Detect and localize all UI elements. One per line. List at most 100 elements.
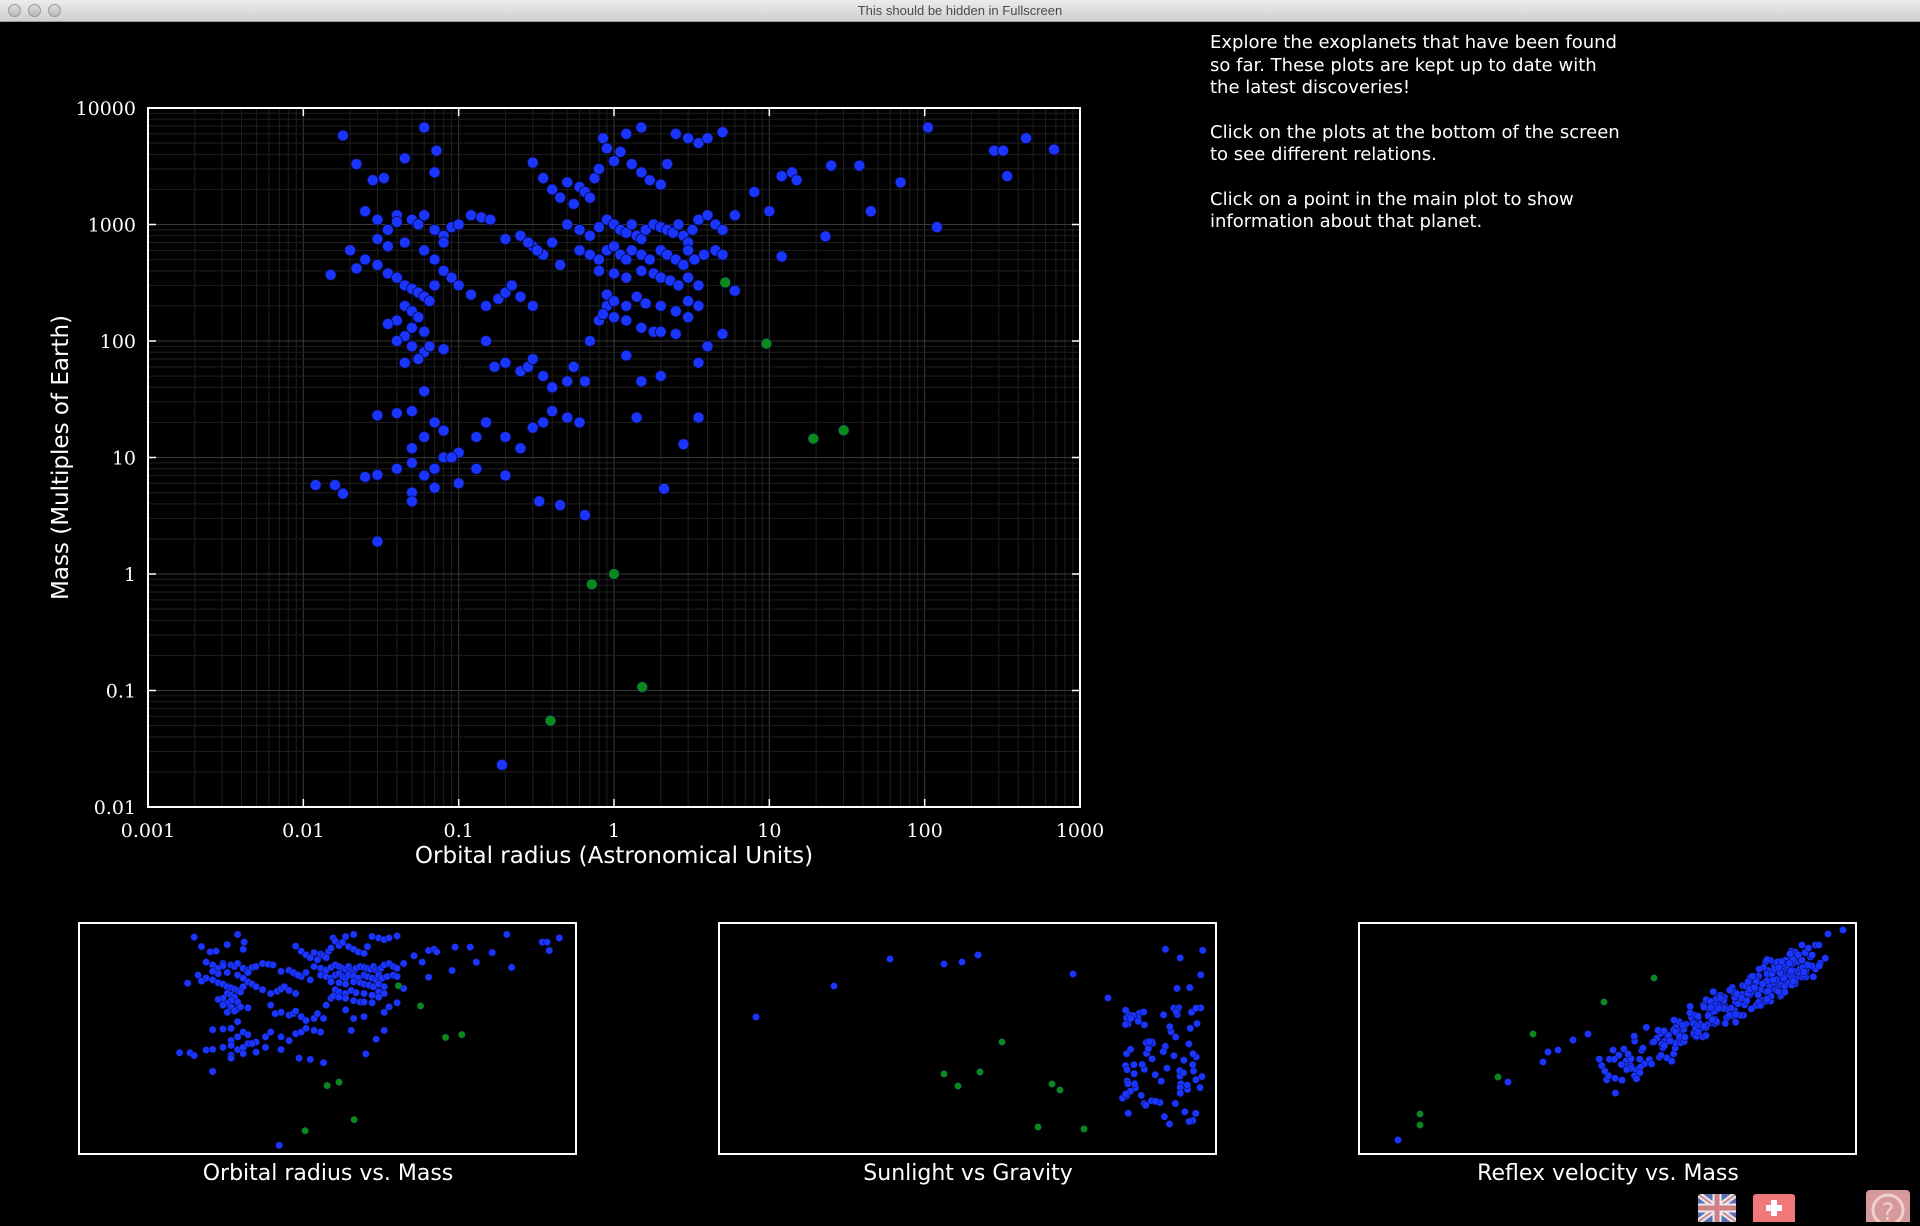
exoplanet-point[interactable]: [692, 300, 705, 312]
zoom-window-button[interactable]: [48, 4, 61, 17]
exoplanet-point[interactable]: [698, 248, 710, 261]
exoplanet-point[interactable]: [625, 218, 638, 231]
exoplanet-point[interactable]: [672, 279, 685, 292]
exoplanet-point[interactable]: [635, 264, 648, 277]
exoplanet-point[interactable]: [430, 144, 443, 157]
exoplanet-point[interactable]: [371, 233, 384, 245]
exoplanet-point[interactable]: [1020, 132, 1033, 145]
exoplanet-point[interactable]: [608, 295, 620, 308]
exoplanet-point[interactable]: [614, 145, 627, 158]
thumbnail-orbital-radius-vs-mass[interactable]: [78, 922, 577, 1155]
exoplanet-point[interactable]: [579, 375, 591, 388]
exoplanet-point[interactable]: [533, 495, 546, 508]
help-icon[interactable]: ?: [1866, 1190, 1910, 1226]
exoplanet-point[interactable]: [600, 142, 613, 155]
exoplanet-point[interactable]: [635, 121, 648, 134]
solar-system-point[interactable]: [608, 568, 620, 580]
exoplanet-point[interactable]: [526, 353, 539, 365]
exoplanet-point[interactable]: [692, 356, 705, 369]
exoplanet-point[interactable]: [514, 442, 527, 455]
exoplanet-point[interactable]: [620, 349, 633, 362]
exoplanet-point[interactable]: [669, 127, 682, 140]
exoplanet-point[interactable]: [608, 267, 620, 280]
exoplanet-point[interactable]: [390, 462, 403, 475]
exoplanet-point[interactable]: [853, 159, 866, 172]
exoplanet-point[interactable]: [437, 264, 450, 277]
exoplanet-point[interactable]: [672, 218, 685, 231]
exoplanet-point[interactable]: [496, 758, 508, 771]
exoplanet-point[interactable]: [864, 205, 877, 218]
solar-system-point[interactable]: [585, 578, 598, 591]
exoplanet-point[interactable]: [931, 221, 943, 233]
exoplanet-point[interactable]: [620, 271, 633, 284]
exoplanet-point[interactable]: [608, 155, 620, 168]
exoplanet-point[interactable]: [359, 471, 372, 483]
exoplanet-point[interactable]: [825, 159, 838, 172]
exoplanet-point[interactable]: [620, 314, 633, 327]
exoplanet-point[interactable]: [418, 431, 431, 443]
thumbnail-label[interactable]: Orbital radius vs. Mass: [202, 1161, 454, 1186]
exoplanet-point[interactable]: [669, 328, 682, 340]
exoplanet-point[interactable]: [398, 152, 411, 165]
exoplanet-point[interactable]: [775, 170, 788, 183]
exoplanet-point[interactable]: [584, 191, 596, 204]
exoplanet-point[interactable]: [716, 328, 729, 340]
exoplanet-point[interactable]: [597, 132, 609, 145]
exoplanet-point[interactable]: [522, 236, 535, 249]
exoplanet-point[interactable]: [428, 166, 441, 179]
exoplanet-point[interactable]: [437, 424, 450, 437]
exoplanet-point[interactable]: [561, 176, 574, 189]
exoplanet-point[interactable]: [894, 176, 907, 189]
exoplanet-point[interactable]: [499, 233, 512, 245]
exoplanet-point[interactable]: [716, 126, 729, 139]
exoplanet-point[interactable]: [997, 144, 1010, 157]
thumbnail-label[interactable]: Sunlight vs Gravity: [863, 1161, 1073, 1186]
exoplanet-point[interactable]: [561, 411, 574, 424]
exoplanet-point[interactable]: [537, 172, 550, 185]
exoplanet-point[interactable]: [390, 271, 403, 284]
exoplanet-point[interactable]: [819, 230, 832, 243]
exoplanet-point[interactable]: [630, 411, 643, 424]
exoplanet-point[interactable]: [428, 416, 441, 429]
exoplanet-point[interactable]: [350, 158, 363, 170]
exoplanet-point[interactable]: [579, 509, 591, 522]
exoplanet-point[interactable]: [418, 469, 431, 482]
exoplanet-point[interactable]: [597, 308, 609, 321]
exoplanet-point[interactable]: [359, 253, 372, 266]
exoplanet-point[interactable]: [452, 218, 465, 231]
exoplanet-point[interactable]: [470, 431, 483, 443]
exoplanet-point[interactable]: [531, 244, 544, 257]
exoplanet-point[interactable]: [390, 335, 403, 347]
solar-system-point[interactable]: [760, 337, 773, 350]
exoplanet-point[interactable]: [561, 218, 574, 231]
exoplanet-point[interactable]: [484, 213, 497, 226]
solar-system-point[interactable]: [837, 424, 850, 437]
exoplanet-point[interactable]: [480, 300, 492, 312]
exoplanet-point[interactable]: [608, 240, 620, 253]
exoplanet-point[interactable]: [371, 259, 384, 271]
exoplanet-point[interactable]: [625, 158, 638, 170]
exoplanet-point[interactable]: [593, 253, 605, 266]
exoplanet-point[interactable]: [593, 221, 605, 233]
exoplanet-point[interactable]: [635, 321, 648, 334]
exoplanet-point[interactable]: [390, 407, 403, 420]
minimize-window-button[interactable]: [28, 4, 41, 17]
exoplanet-point[interactable]: [309, 479, 322, 491]
exoplanet-point[interactable]: [625, 244, 638, 257]
exoplanet-point[interactable]: [465, 288, 477, 301]
exoplanet-point[interactable]: [398, 236, 411, 249]
swiss-flag-icon[interactable]: [1753, 1194, 1795, 1222]
main-scatter-plot[interactable]: 0.001 0.01 0.1 1 10 100 10000.010.111010010001…: [0, 22, 1110, 882]
exoplanet-point[interactable]: [716, 248, 729, 261]
exoplanet-point[interactable]: [584, 229, 596, 242]
exoplanet-point[interactable]: [692, 137, 705, 149]
exoplanet-point[interactable]: [775, 250, 788, 263]
exoplanet-point[interactable]: [561, 375, 574, 388]
exoplanet-point[interactable]: [584, 335, 596, 347]
exoplanet-point[interactable]: [546, 381, 559, 394]
exoplanet-point[interactable]: [371, 213, 384, 226]
solar-system-point[interactable]: [807, 432, 820, 445]
exoplanet-point[interactable]: [406, 456, 418, 469]
exoplanet-point[interactable]: [526, 156, 539, 169]
exoplanet-point[interactable]: [470, 462, 483, 475]
